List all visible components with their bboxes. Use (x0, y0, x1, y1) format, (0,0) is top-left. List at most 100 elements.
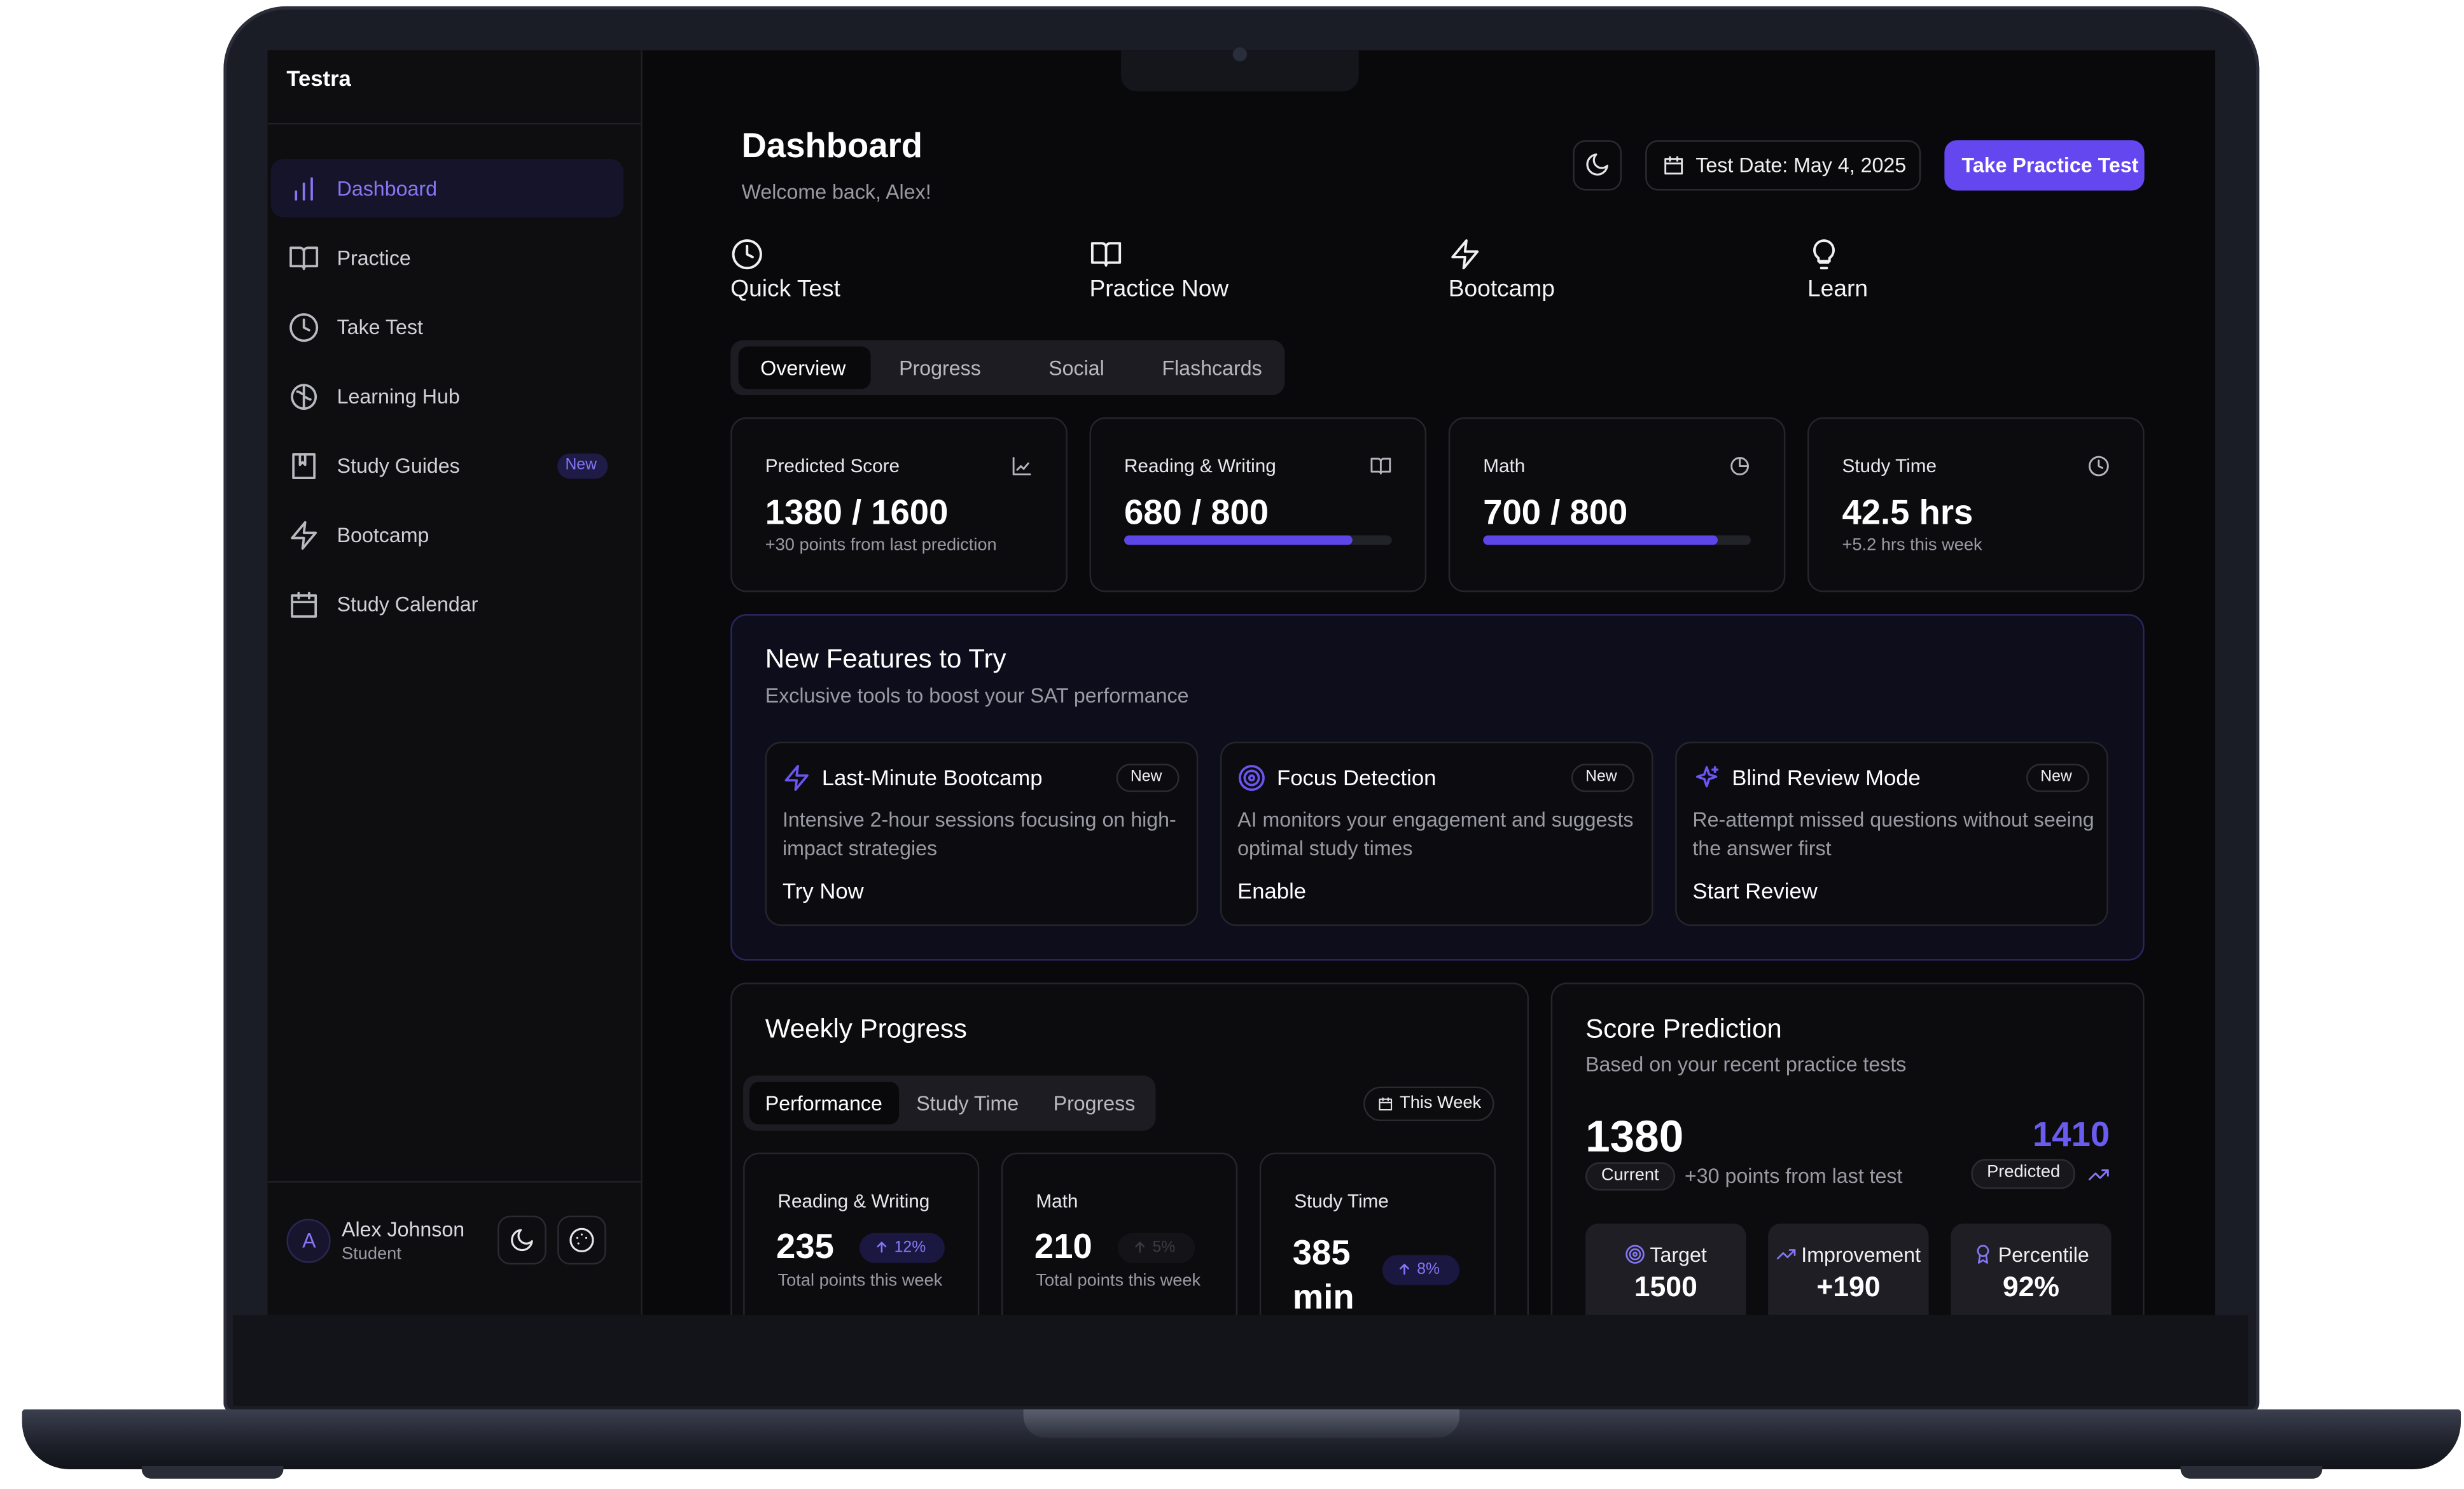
weekly-card-change: 12% (894, 1239, 926, 1257)
icon (877, 1241, 887, 1253)
icon-path (569, 1227, 594, 1252)
icon (784, 765, 809, 791)
progress-fill (1124, 535, 1352, 545)
theme-button[interactable] (498, 1215, 546, 1265)
feature-action[interactable]: Start Review (1692, 877, 1818, 904)
features-title: New Features to Try (765, 643, 1006, 674)
feature-title: Blind Review Mode (1732, 764, 1921, 790)
badge-bg (557, 453, 608, 479)
icon (1451, 239, 1479, 270)
feature-badge-bg (1116, 764, 1180, 792)
quick-action[interactable]: Quick Test (730, 276, 840, 303)
stat-note: +5.2 hrs this week (1842, 536, 1982, 556)
score-title: Score Prediction (1585, 1014, 1782, 1044)
icon-path (1135, 1241, 1145, 1253)
tab[interactable]: Social (1048, 356, 1104, 380)
tab[interactable]: Progress (899, 356, 981, 380)
feature-badge: New (1585, 768, 1617, 786)
tile-value: 1500 (1634, 1271, 1697, 1303)
icon-path (1012, 457, 1031, 475)
nav-item[interactable] (271, 230, 623, 286)
brand: Testra (286, 65, 351, 91)
theme-toggle[interactable] (1573, 140, 1622, 191)
stat-card (730, 417, 1068, 592)
nav-label[interactable]: Practice (337, 246, 411, 270)
stat-label: Predicted Score (765, 454, 900, 477)
feature-action[interactable]: Try Now (782, 877, 864, 904)
score-tile (1768, 1223, 1929, 1315)
icon (1135, 1241, 1145, 1253)
feature-badge-bg (1571, 764, 1634, 792)
icon-path (1239, 765, 1265, 791)
icon-path (1379, 1097, 1393, 1111)
icon-path (1451, 239, 1479, 270)
cta-button[interactable] (1944, 140, 2145, 191)
icon (291, 384, 317, 410)
tile-label: Improvement (1801, 1243, 1921, 1267)
test-date-button[interactable] (1645, 140, 1921, 191)
tab[interactable]: Flashcards (1162, 356, 1262, 380)
icon (1664, 156, 1683, 175)
icon-path (1586, 153, 1608, 176)
icon (1090, 242, 1122, 267)
cta-label[interactable]: Take Practice Test (1961, 153, 2139, 177)
feature-action[interactable]: Enable (1237, 877, 1307, 904)
nav-item[interactable] (271, 299, 623, 356)
progress-track (1124, 535, 1392, 545)
weekly-card-value: 385 min (1292, 1233, 1354, 1315)
nav-item[interactable] (271, 160, 623, 217)
tile-value: 92% (2002, 1271, 2060, 1303)
nav-label[interactable]: Take Test (337, 315, 423, 339)
test-date[interactable]: Test Date: May 4, 2025 (1695, 153, 1907, 177)
weekly-tab[interactable]: Performance (765, 1091, 882, 1115)
quick-action[interactable]: Bootcamp (1448, 276, 1555, 303)
icon-path (1776, 1249, 1796, 1260)
current-pill (1585, 1162, 1676, 1191)
divider (267, 1181, 641, 1183)
laptop-chin (233, 1315, 2248, 1406)
nav-active-bg (270, 158, 624, 218)
palette-button[interactable] (557, 1215, 606, 1265)
quick-action[interactable]: Learn (1807, 276, 1868, 303)
icon (1239, 765, 1265, 791)
icon (1813, 239, 1835, 270)
weekly-tab[interactable]: Study Time (916, 1091, 1019, 1115)
icon (2089, 456, 2109, 477)
progress-fill (1483, 535, 1718, 545)
nav-label[interactable]: Bootcamp (337, 523, 429, 547)
range-label[interactable]: This Week (1400, 1093, 1482, 1113)
icon-path (732, 239, 762, 270)
current-score: 1380 (1585, 1112, 1684, 1161)
laptop-foot (2180, 1466, 2323, 1479)
quick-action[interactable]: Practice Now (1089, 276, 1229, 303)
range-button[interactable] (1363, 1086, 1494, 1122)
weekly-card-label: Study Time (1294, 1190, 1389, 1213)
icon (1012, 457, 1031, 475)
nav-label[interactable]: Study Guides (337, 454, 460, 478)
nav-label[interactable]: Study Calendar (337, 592, 478, 617)
icon (1370, 458, 1391, 475)
nav-badge: New (565, 456, 597, 474)
weekly-tab-active (749, 1082, 900, 1124)
nav-label[interactable]: Dashboard (337, 176, 438, 200)
icon (291, 591, 317, 618)
feature-title: Focus Detection (1277, 764, 1437, 790)
nav-label[interactable]: Learning Hub (337, 384, 460, 409)
icon-path (295, 177, 313, 201)
stat-label: Reading & Writing (1124, 454, 1276, 477)
avatar-initial: A (302, 1228, 316, 1252)
feature-badge: New (1130, 768, 1162, 786)
icon-path (1090, 242, 1122, 267)
icon (1625, 1245, 1645, 1264)
camera (1232, 47, 1248, 62)
feature-description: Intensive 2-hour sessions focusing on hi… (782, 807, 1176, 860)
stat-value: 42.5 hrs (1842, 493, 1973, 532)
divider (267, 123, 641, 125)
icon-path (2089, 456, 2109, 477)
tab[interactable]: Overview (760, 356, 846, 380)
nav-item[interactable] (271, 507, 623, 564)
weekly-card-note: Total points this week (777, 1271, 943, 1290)
weekly-tab[interactable]: Progress (1053, 1091, 1136, 1115)
